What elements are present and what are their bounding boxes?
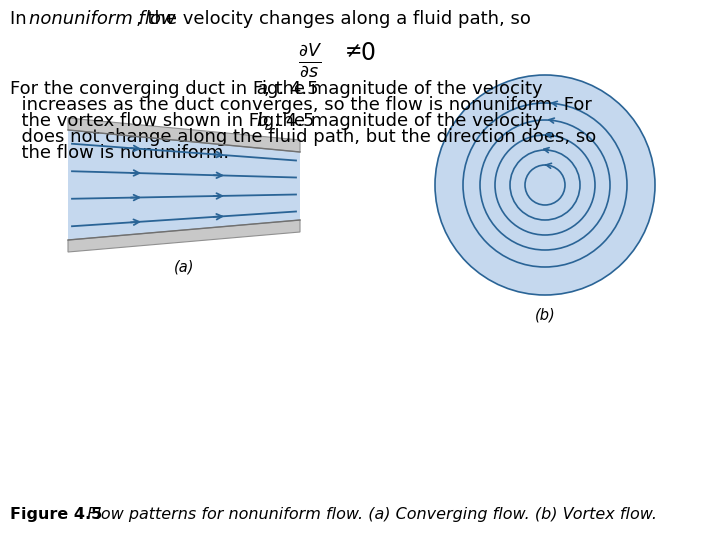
Text: Figure 4.5: Figure 4.5	[10, 507, 102, 522]
Text: $\neq$: $\neq$	[340, 41, 361, 61]
Text: (b): (b)	[535, 307, 555, 322]
Text: b: b	[257, 112, 268, 130]
Circle shape	[435, 75, 655, 295]
Text: a: a	[257, 80, 268, 98]
Text: $\frac{\partial V}{\partial s}$: $\frac{\partial V}{\partial s}$	[298, 43, 322, 80]
Text: , the magnitude of the velocity: , the magnitude of the velocity	[264, 112, 542, 130]
Text: increases as the duct converges, so the flow is nonuniform. For: increases as the duct converges, so the …	[10, 96, 592, 114]
Text: In: In	[10, 10, 32, 28]
Text: (a): (a)	[174, 260, 194, 275]
Text: the vortex flow shown in Fig. 4.5: the vortex flow shown in Fig. 4.5	[10, 112, 315, 130]
Text: does not change along the fluid path, but the direction does, so: does not change along the fluid path, bu…	[10, 128, 596, 146]
Text: the flow is nonuniform.: the flow is nonuniform.	[10, 144, 229, 162]
Text: , the velocity changes along a fluid path, so: , the velocity changes along a fluid pat…	[136, 10, 531, 28]
Text: Flow patterns for nonuniform flow. (a) Converging flow. (b) Vortex flow.: Flow patterns for nonuniform flow. (a) C…	[82, 507, 657, 522]
Polygon shape	[68, 130, 300, 240]
Text: $\mathit{0}$: $\mathit{0}$	[360, 41, 375, 65]
Text: nonuniform flow: nonuniform flow	[29, 10, 176, 28]
Text: , the magnitude of the velocity: , the magnitude of the velocity	[264, 80, 542, 98]
Text: For the converging duct in Fig. 4.5: For the converging duct in Fig. 4.5	[10, 80, 319, 98]
Polygon shape	[68, 118, 300, 152]
Polygon shape	[68, 220, 300, 252]
